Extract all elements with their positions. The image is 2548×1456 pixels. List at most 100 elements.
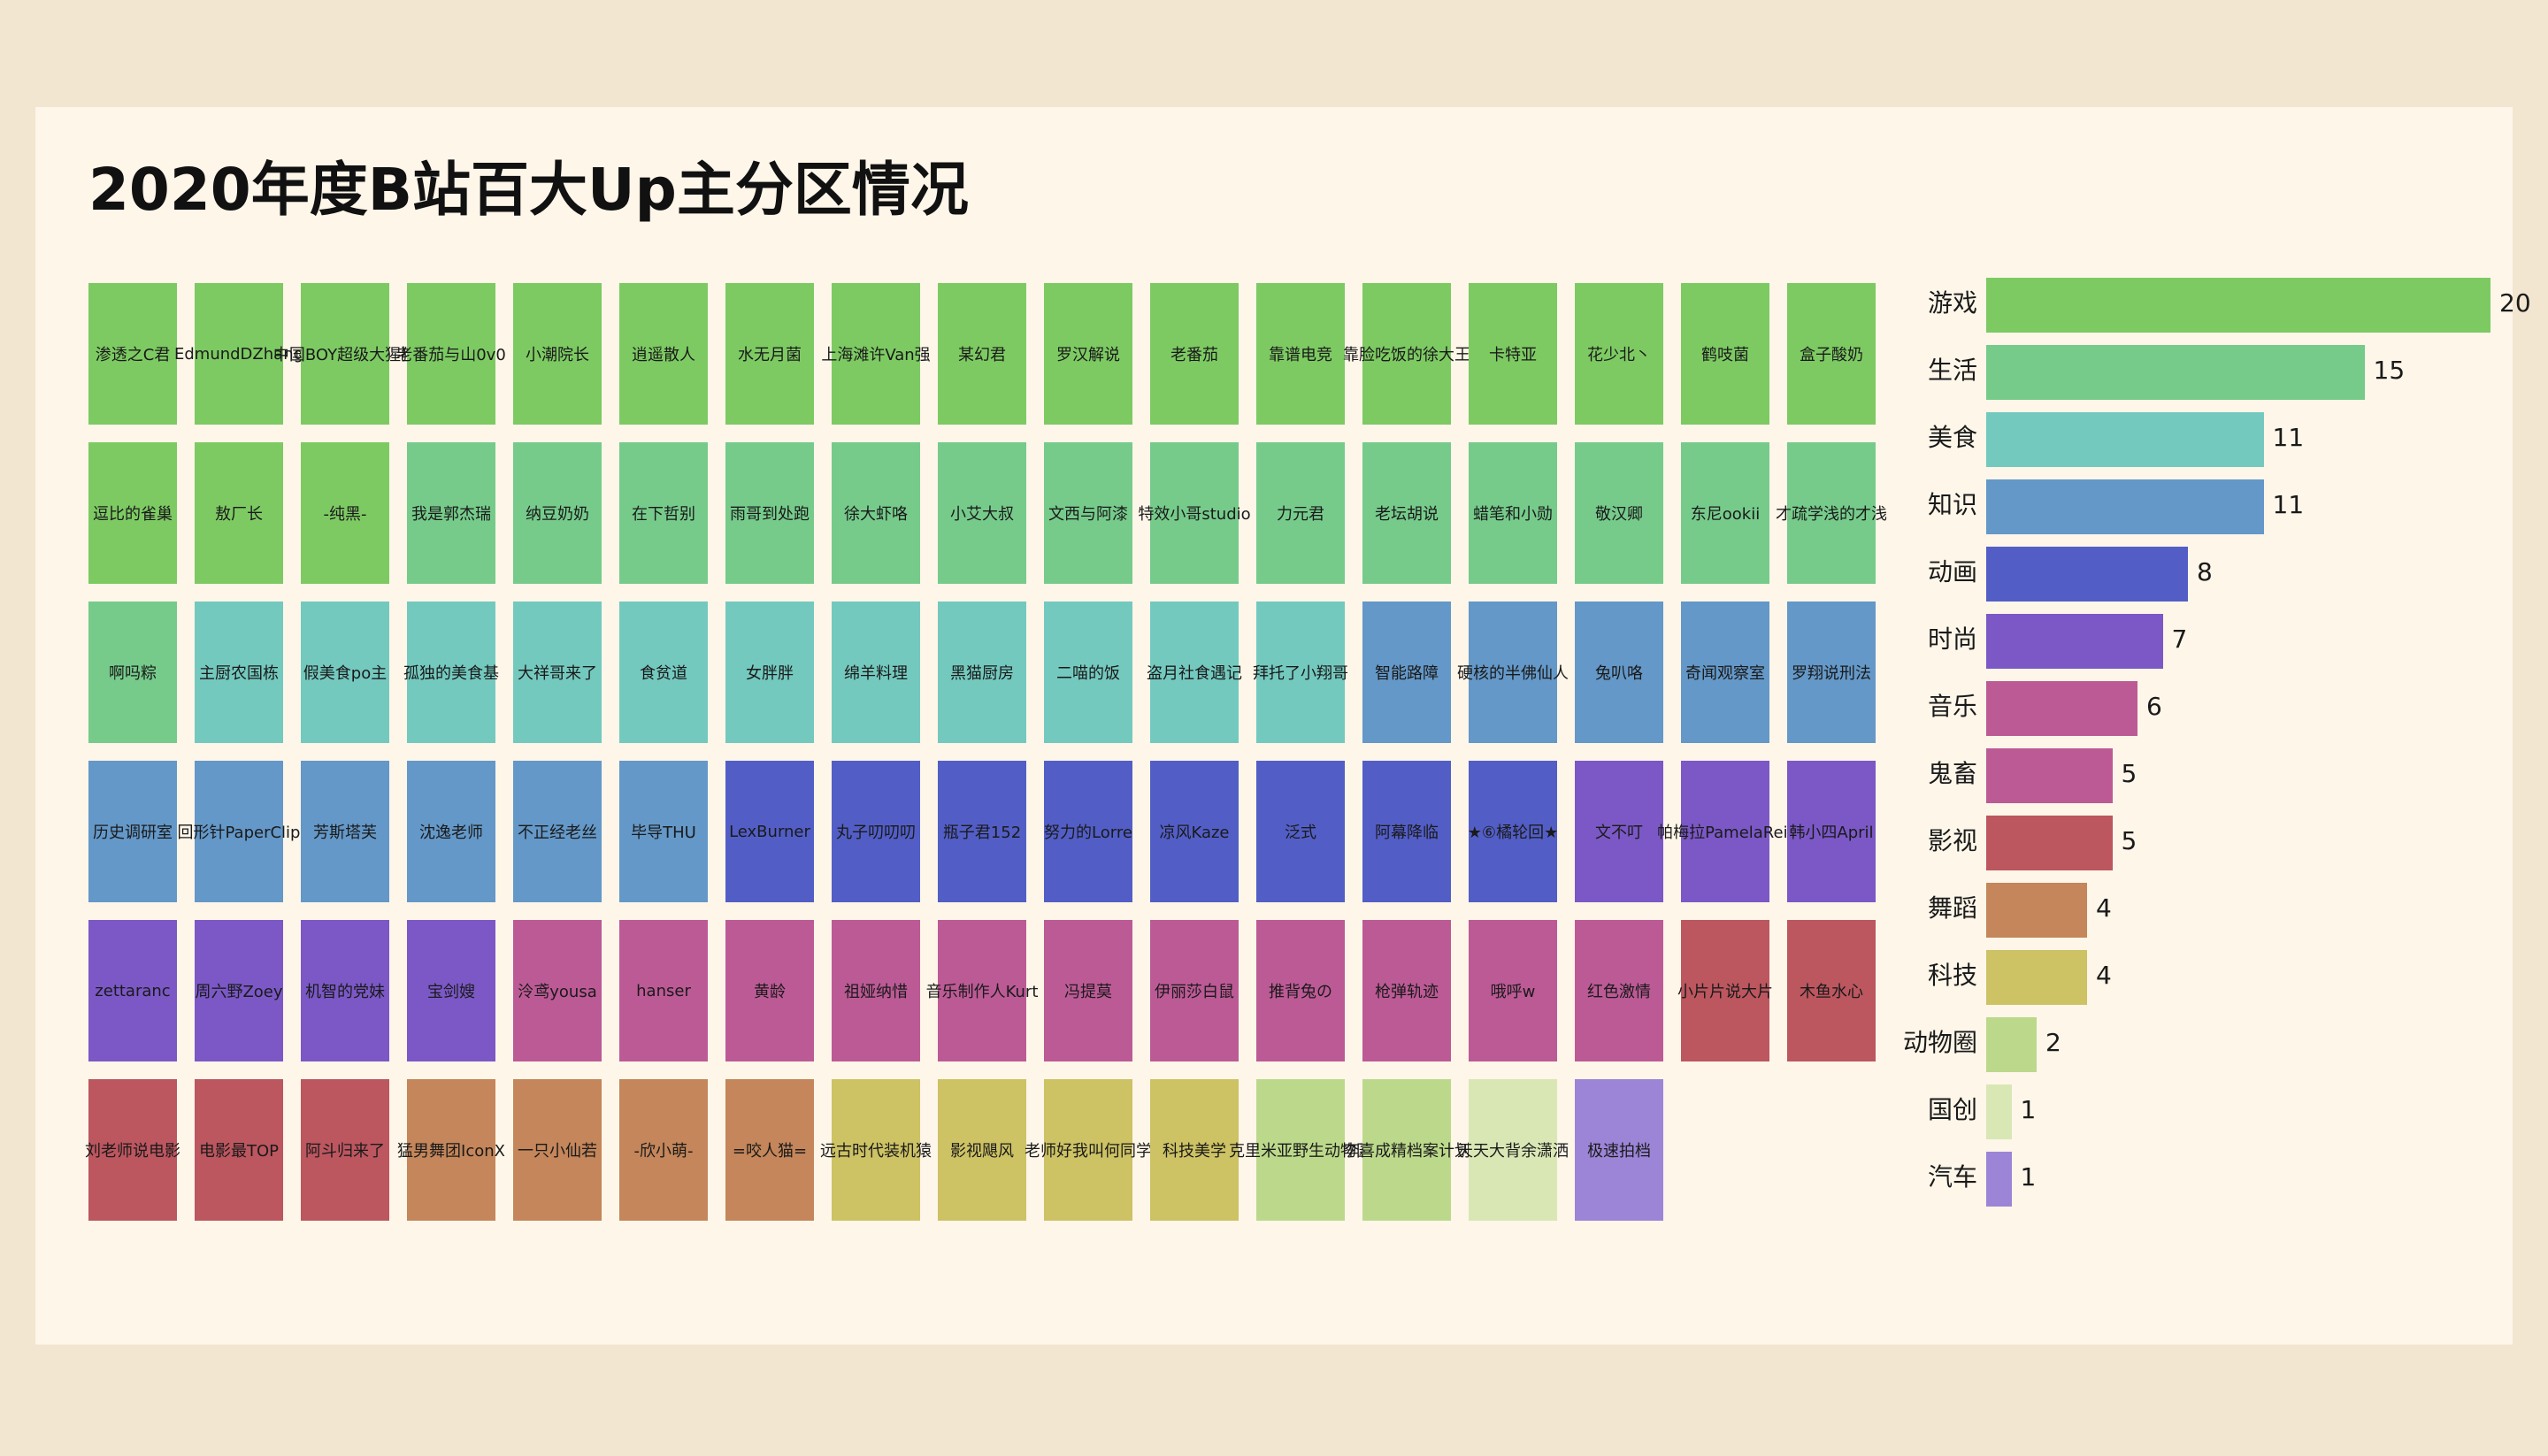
up-tile[interactable]: 花少北丶 [1575, 283, 1663, 425]
up-tile[interactable]: 小艾大叔 [938, 442, 1026, 584]
up-tile[interactable]: 远古时代装机猿 [820, 1079, 932, 1221]
up-tile[interactable]: 阿幕降临 [1362, 761, 1451, 902]
up-tile[interactable]: 音乐制作人Kurt [926, 920, 1038, 1061]
category-bar[interactable] [1986, 950, 2087, 1005]
up-tile[interactable]: 回形针PaperClip [178, 761, 301, 902]
up-tile[interactable]: 枪弹轨迹 [1362, 920, 1451, 1061]
category-bar[interactable] [1986, 748, 2113, 803]
up-tile[interactable]: 渗透之C君 [88, 283, 177, 425]
up-tile[interactable]: 逍遥散人 [619, 283, 708, 425]
category-bar[interactable] [1986, 614, 2163, 669]
up-tile[interactable]: 老坛胡说 [1362, 442, 1451, 584]
up-tile[interactable]: 敖厂长 [195, 442, 283, 584]
up-tile[interactable]: 一只小仙若 [513, 1079, 602, 1221]
category-bar[interactable] [1986, 479, 2264, 534]
up-tile[interactable]: 祖娅纳惜 [832, 920, 920, 1061]
up-tile[interactable]: 沈逸老师 [407, 761, 495, 902]
up-tile[interactable]: 泠鸢yousa [513, 920, 602, 1061]
category-bar[interactable] [1986, 412, 2264, 467]
up-tile[interactable]: 女胖胖 [725, 602, 814, 743]
category-bar[interactable] [1986, 1084, 2012, 1139]
up-tile[interactable]: 老番茄 [1150, 283, 1239, 425]
up-tile[interactable]: 在下哲别 [619, 442, 708, 584]
up-tile[interactable]: 科技美学 [1150, 1079, 1239, 1221]
up-tile[interactable]: 鹤吱菌 [1681, 283, 1769, 425]
up-tile[interactable]: -纯黑- [301, 442, 389, 584]
up-tile[interactable]: 啊吗粽 [88, 602, 177, 743]
up-tile[interactable]: 雨哥到处跑 [725, 442, 814, 584]
up-tile[interactable]: 韩小四April [1787, 761, 1876, 902]
up-tile[interactable]: 大祥哥来了 [513, 602, 602, 743]
up-tile[interactable]: 哦呼w [1469, 920, 1557, 1061]
up-tile[interactable]: 奇闻观察室 [1681, 602, 1769, 743]
up-tile[interactable]: 硬核的半佛仙人 [1457, 602, 1569, 743]
up-tile[interactable]: 文西与阿漆 [1044, 442, 1132, 584]
up-tile[interactable]: 盗月社食遇记 [1147, 602, 1242, 743]
up-tile[interactable]: 智能路障 [1362, 602, 1451, 743]
up-tile[interactable]: 伊丽莎白鼠 [1150, 920, 1239, 1061]
up-tile[interactable]: 机智的党妹 [301, 920, 389, 1061]
up-tile[interactable]: 水无月菌 [725, 283, 814, 425]
up-tile[interactable]: 孤独的美食基 [403, 602, 499, 743]
up-tile[interactable]: LexBurner [725, 761, 814, 902]
up-tile[interactable]: 猛男舞团IconX [397, 1079, 505, 1221]
category-bar[interactable] [1986, 547, 2188, 602]
up-tile[interactable]: 毕导THU [619, 761, 708, 902]
up-tile[interactable]: 丸子叨叨叨 [832, 761, 920, 902]
up-tile[interactable]: 卡特亚 [1469, 283, 1557, 425]
up-tile[interactable]: -欣小萌- [619, 1079, 708, 1221]
up-tile[interactable]: 黄龄 [725, 920, 814, 1061]
up-tile[interactable]: 中国BOY超级大猩猩 [273, 283, 417, 425]
up-tile[interactable]: 影视飓风 [938, 1079, 1026, 1221]
up-tile[interactable]: 瓶子君152 [938, 761, 1026, 902]
up-tile[interactable]: EdmundDZhang [174, 283, 303, 425]
up-tile[interactable]: 纳豆奶奶 [513, 442, 602, 584]
up-tile[interactable]: 李喜成精档案计划 [1343, 1079, 1470, 1221]
up-tile[interactable]: 红色激情 [1575, 920, 1663, 1061]
up-tile[interactable]: 罗汉解说 [1044, 283, 1132, 425]
up-tile[interactable]: 老师好我叫何同学 [1025, 1079, 1152, 1221]
up-tile[interactable]: 冯提莫 [1044, 920, 1132, 1061]
up-tile[interactable]: 芳斯塔芙 [301, 761, 389, 902]
up-tile[interactable]: 绵羊料理 [832, 602, 920, 743]
up-tile[interactable]: 阿斗归来了 [301, 1079, 389, 1221]
up-tile[interactable]: 凉风Kaze [1150, 761, 1239, 902]
up-tile[interactable]: 上海滩许Van强 [821, 283, 931, 425]
up-tile[interactable]: 某幻君 [938, 283, 1026, 425]
category-bar[interactable] [1986, 816, 2113, 870]
up-tile[interactable]: 老番茄与山0v0 [396, 283, 506, 425]
category-bar[interactable] [1986, 345, 2365, 400]
up-tile[interactable]: 食贫道 [619, 602, 708, 743]
category-bar[interactable] [1986, 278, 2490, 333]
up-tile[interactable]: 徐大虾咯 [832, 442, 920, 584]
category-bar[interactable] [1986, 1017, 2037, 1072]
up-tile[interactable]: 拜托了小翔哥 [1253, 602, 1348, 743]
category-bar[interactable] [1986, 1152, 2012, 1207]
up-tile[interactable]: 历史调研室 [88, 761, 177, 902]
up-tile[interactable]: 二喵的饭 [1044, 602, 1132, 743]
up-tile[interactable]: 克里米亚野生动物园 [1229, 1079, 1372, 1221]
up-tile[interactable]: 文不叮 [1575, 761, 1663, 902]
up-tile[interactable]: 黑猫厨房 [938, 602, 1026, 743]
up-tile[interactable]: 兔叭咯 [1575, 602, 1663, 743]
up-tile[interactable]: 推背兔の [1256, 920, 1345, 1061]
up-tile[interactable]: 东尼ookii [1681, 442, 1769, 584]
up-tile[interactable]: 周六野Zoey [195, 920, 283, 1061]
up-tile[interactable]: 敬汉卿 [1575, 442, 1663, 584]
up-tile[interactable]: 罗翔说刑法 [1787, 602, 1876, 743]
up-tile[interactable]: 努力的Lorre [1044, 761, 1132, 902]
up-tile[interactable]: 假美食po主 [301, 602, 389, 743]
up-tile[interactable]: 电影最TOP [195, 1079, 283, 1221]
up-tile[interactable]: 蜡笔和小勋 [1469, 442, 1557, 584]
up-tile[interactable]: 刘老师说电影 [85, 1079, 180, 1221]
up-tile[interactable]: 帕梅拉PamelaReif [1657, 761, 1793, 902]
up-tile[interactable]: 泛式 [1256, 761, 1345, 902]
up-tile[interactable]: ★⑥橘轮回★ [1468, 761, 1558, 902]
category-bar[interactable] [1986, 681, 2137, 736]
up-tile[interactable]: 小潮院长 [513, 283, 602, 425]
category-bar[interactable] [1986, 883, 2087, 938]
up-tile[interactable]: 靠脸吃饭的徐大王 [1343, 283, 1470, 425]
up-tile[interactable]: 天天大背余潇洒 [1457, 1079, 1569, 1221]
up-tile[interactable]: 宝剑嫂 [407, 920, 495, 1061]
up-tile[interactable]: 逗比的雀巢 [88, 442, 177, 584]
